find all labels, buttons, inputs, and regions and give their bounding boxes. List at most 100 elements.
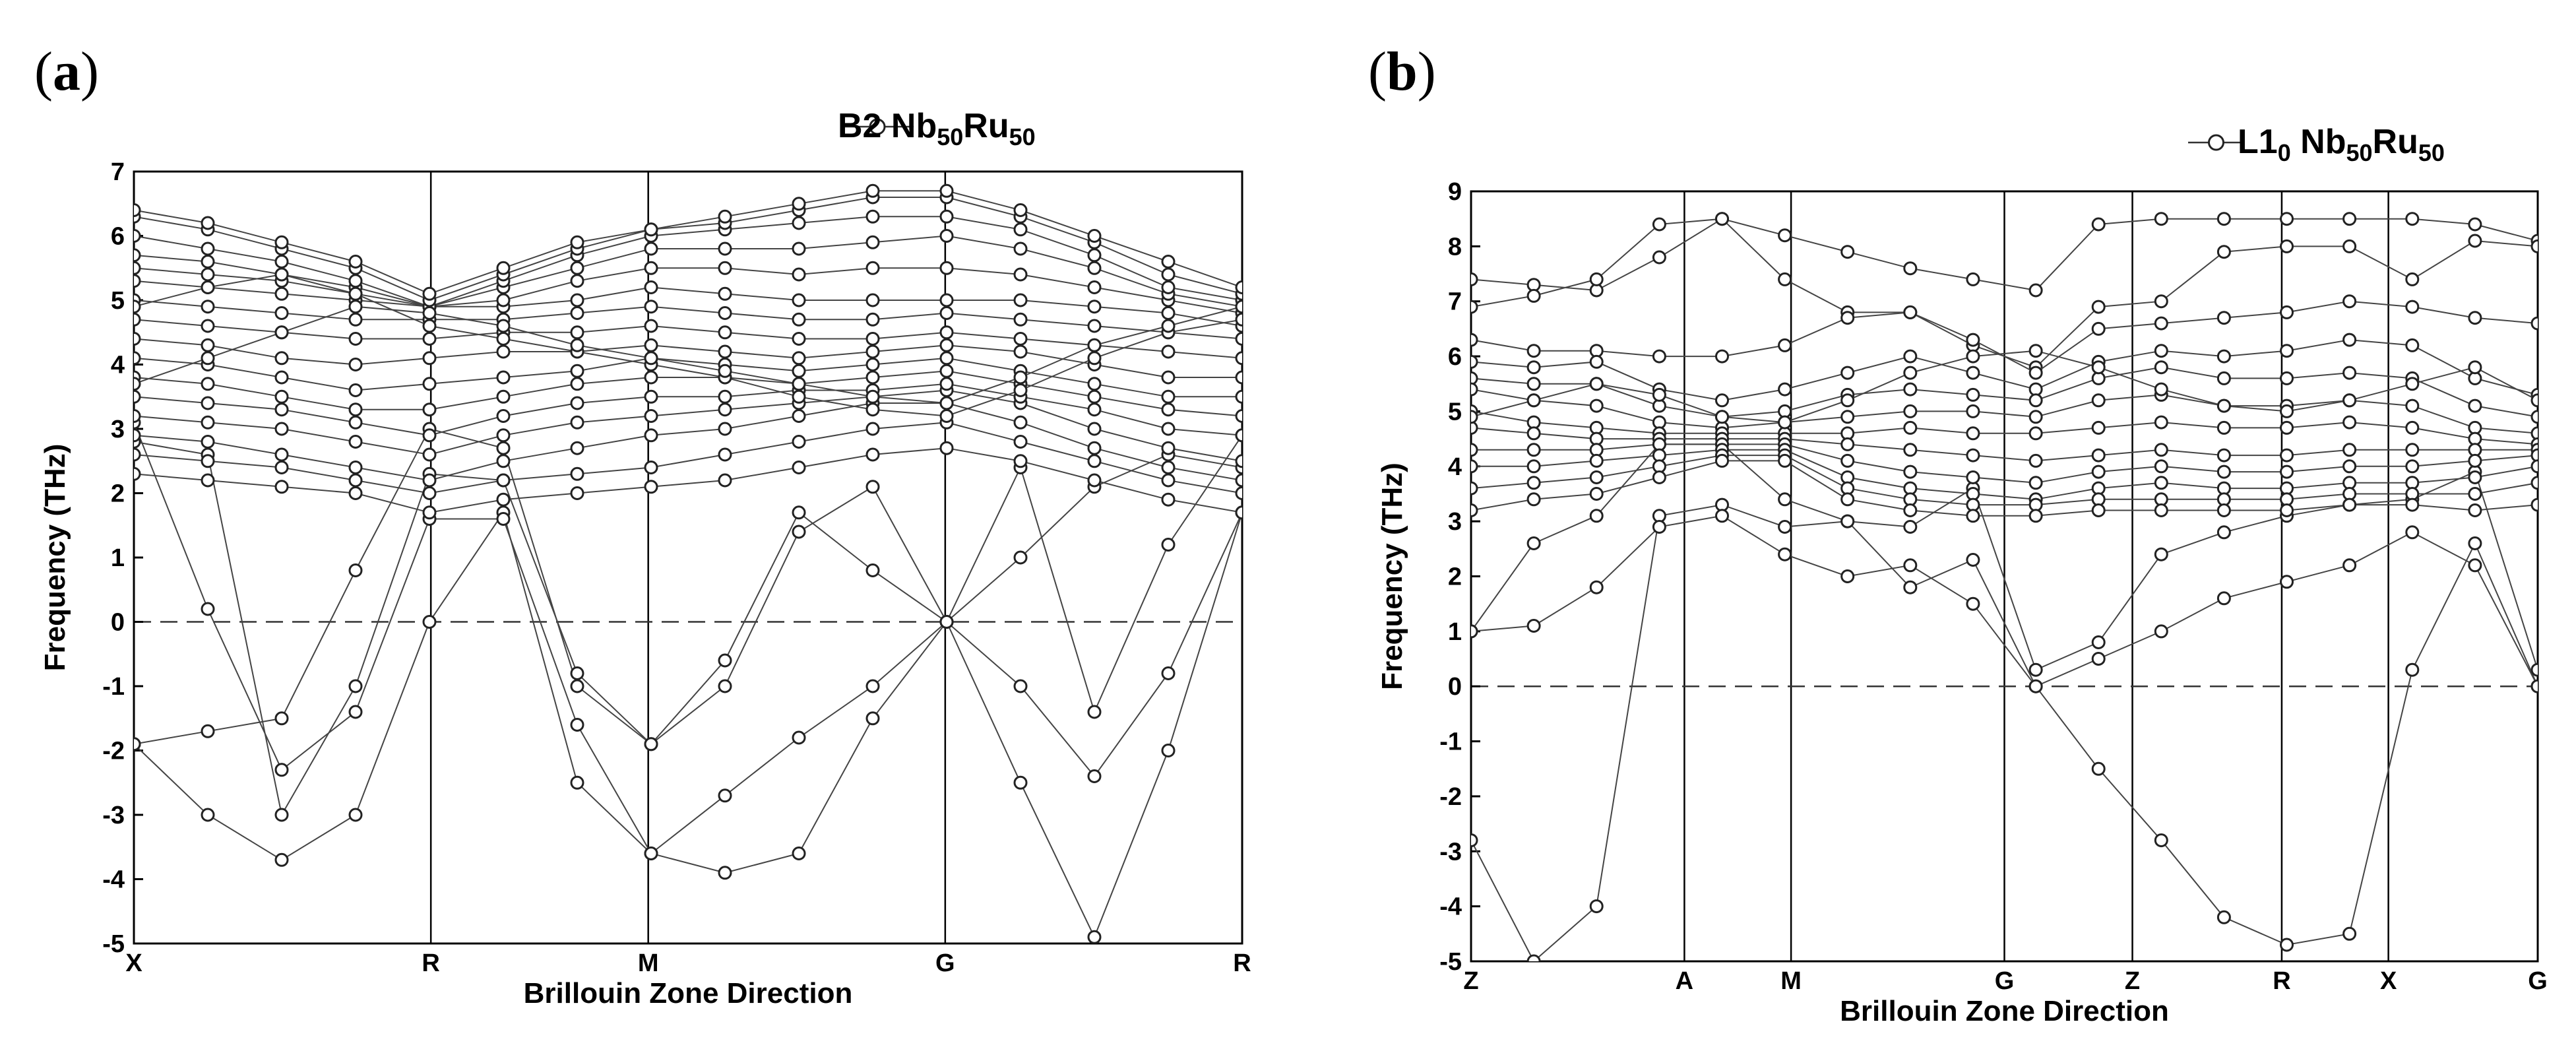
- data-point: [865, 261, 880, 275]
- data-point: [1235, 409, 1242, 423]
- y-tick-label: -3: [1439, 838, 1462, 866]
- data-point: [644, 480, 658, 494]
- data-point: [865, 312, 880, 327]
- data-point: [570, 306, 584, 320]
- data-point: [422, 332, 437, 346]
- data-point: [1903, 503, 1918, 517]
- data-point: [792, 241, 806, 256]
- data-point: [422, 505, 437, 520]
- data-point: [1161, 306, 1176, 320]
- data-point: [2154, 476, 2168, 490]
- data-point: [939, 229, 954, 243]
- data-point: [865, 402, 880, 417]
- data-point: [1903, 349, 1918, 364]
- data-point: [2028, 509, 2043, 523]
- data-point: [2154, 360, 2168, 375]
- data-point: [792, 364, 806, 378]
- data-point: [1235, 454, 1242, 468]
- data-point: [1013, 203, 1028, 217]
- data-point: [2028, 344, 2043, 358]
- series-line: [134, 383, 1242, 436]
- data-point: [1778, 453, 1792, 468]
- data-point: [2154, 212, 2168, 226]
- chart-a: -5 -4 -3 -2 -1 0 1 2 3 4 5 6 7 X R M G R Brillouin Zone Di…: [39, 107, 1251, 1009]
- data-point: [348, 300, 363, 314]
- legend-label: B2 Nb50Ru50: [838, 107, 1036, 150]
- data-point: [134, 466, 141, 481]
- data-point: [2028, 410, 2043, 424]
- data-point: [1013, 550, 1028, 565]
- data-point: [2216, 245, 2231, 259]
- data-point: [718, 473, 732, 488]
- data-point: [2028, 662, 2043, 677]
- series-line: [134, 428, 1242, 778]
- data-point: [1087, 473, 1102, 488]
- data-point: [718, 364, 732, 378]
- data-point: [274, 480, 289, 494]
- data-point: [792, 389, 806, 404]
- x-tick-label: Z: [1463, 967, 1478, 995]
- data-point: [570, 325, 584, 340]
- data-point: [1903, 382, 1918, 397]
- data-point: [1778, 228, 1792, 243]
- data-point: [792, 461, 806, 474]
- series-line: [134, 422, 1242, 854]
- x-tick-label: G: [1995, 967, 2015, 995]
- data-point: [939, 396, 954, 410]
- data-point: [1966, 349, 1980, 364]
- panel-label: (a): [34, 41, 99, 102]
- data-point: [792, 505, 806, 520]
- data-point: [2154, 294, 2168, 309]
- data-point: [496, 473, 511, 488]
- data-point: [1087, 248, 1102, 263]
- data-point: [348, 358, 363, 371]
- y-tick-label: -5: [1439, 948, 1462, 976]
- legend-label: L10 Nb50Ru50: [2238, 123, 2445, 166]
- data-point: [865, 183, 880, 198]
- data-point: [2216, 420, 2231, 435]
- x-axis-title: Brillouin Zone Direction: [1840, 995, 2169, 1027]
- data-point: [644, 428, 658, 443]
- data-point: [2216, 371, 2231, 385]
- data-point: [134, 274, 141, 288]
- data-point: [422, 486, 437, 500]
- data-point: [1589, 470, 1604, 484]
- data-point: [2280, 503, 2294, 517]
- data-point: [422, 473, 437, 488]
- data-point: [1589, 354, 1604, 369]
- data-point: [2091, 360, 2106, 375]
- data-point: [718, 306, 732, 320]
- data-point: [1840, 453, 1855, 468]
- data-point: [134, 332, 141, 346]
- data-point: [865, 447, 880, 462]
- data-point: [865, 344, 880, 359]
- data-point: [1161, 319, 1176, 333]
- data-point: [1087, 769, 1102, 783]
- data-point: [1966, 470, 1980, 484]
- data-point: [2280, 344, 2294, 358]
- data-point: [348, 808, 363, 822]
- legend-text-part: Ru: [2373, 123, 2418, 161]
- data-point: [1903, 305, 1918, 319]
- data-point: [201, 338, 215, 352]
- data-point: [939, 293, 954, 307]
- data-point: [2280, 575, 2294, 589]
- data-point: [644, 389, 658, 404]
- data-point: [2028, 476, 2043, 490]
- legend-text-part: L1: [2238, 123, 2278, 161]
- y-axis-title: Frequency (THz): [1376, 463, 1408, 690]
- data-point: [1235, 505, 1242, 520]
- data-point: [1471, 833, 1478, 848]
- data-point: [939, 261, 954, 275]
- data-point: [2530, 662, 2538, 677]
- series-line: [1471, 515, 2538, 687]
- data-point: [2530, 679, 2538, 693]
- data-point: [718, 261, 732, 275]
- data-point: [134, 229, 141, 243]
- data-point: [201, 377, 215, 391]
- data-point: [2405, 420, 2420, 435]
- data-point: [1087, 319, 1102, 333]
- data-point: [1013, 383, 1028, 397]
- data-point: [1652, 250, 1666, 265]
- data-point: [2091, 321, 2106, 336]
